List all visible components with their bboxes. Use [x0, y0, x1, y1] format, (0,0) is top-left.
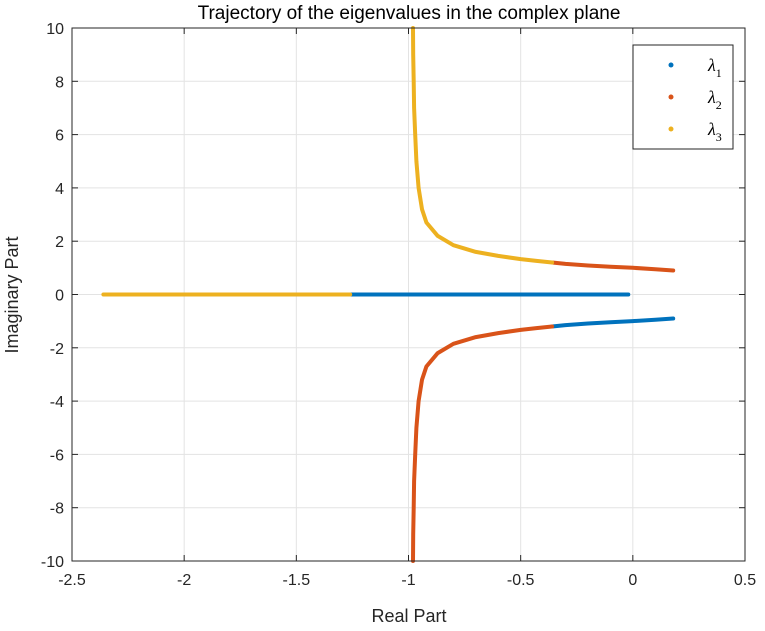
series-3-trace-2: [411, 26, 555, 265]
legend-label-1: λ1: [707, 55, 722, 80]
legend-box: [632, 44, 734, 150]
legend-marker-1: [668, 62, 674, 68]
legend-marker-3: [668, 126, 674, 132]
x-axis-label: Real Part: [371, 606, 446, 626]
y-tick-label: -6: [50, 447, 64, 464]
y-tick-label: 10: [46, 21, 64, 38]
x-tick-label: 0: [628, 572, 637, 589]
y-tick-label: -10: [41, 554, 64, 571]
x-tick-label: -1: [401, 572, 415, 589]
x-tick-label: -0.5: [507, 572, 535, 589]
y-tick-label: -2: [50, 341, 64, 358]
legend-label-2: λ2: [707, 87, 722, 112]
series-2-trace-2: [550, 260, 676, 273]
x-tick-label: -2: [177, 572, 191, 589]
y-axis-label: Imaginary Part: [2, 236, 22, 353]
y-tick-label: -4: [50, 394, 64, 411]
series-2-trace-1: [411, 324, 555, 563]
y-tick-label: 0: [55, 288, 64, 305]
y-tick-label: 4: [55, 181, 64, 198]
legend: λ1 λ2 λ3: [632, 44, 734, 150]
series-1-trace-2: [550, 316, 676, 329]
ticks: -2.5 -2 -1.5 -1 -0.5 0 0.5 -10 -8 -6 -4 -2 0 2 4 6 8 10: [41, 21, 756, 589]
x-tick-label: -1.5: [283, 572, 311, 589]
plot-series: [101, 26, 676, 563]
x-tick-label: 0.5: [734, 572, 756, 589]
legend-label-3: λ3: [707, 119, 722, 144]
legend-marker-2: [668, 94, 674, 100]
y-tick-label: 8: [55, 74, 64, 91]
y-tick-label: -8: [50, 501, 64, 518]
y-tick-label: 2: [55, 234, 64, 251]
x-tick-label: -2.5: [58, 572, 86, 589]
chart-title: Trajectory of the eigenvalues in the com…: [198, 3, 621, 24]
y-tick-label: 6: [55, 128, 64, 145]
